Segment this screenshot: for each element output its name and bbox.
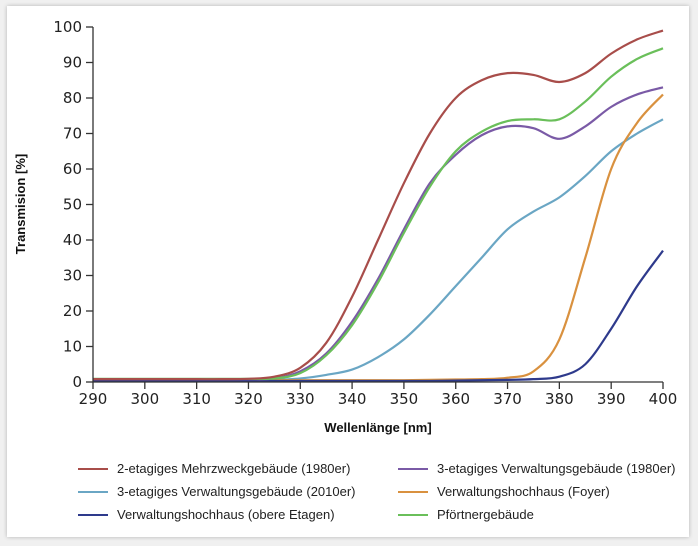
x-tick-label: 300 — [130, 390, 159, 408]
x-tick-label: 360 — [441, 390, 470, 408]
series-line-2 — [93, 118, 664, 382]
legend-label: Verwaltungshochhaus (Foyer) — [437, 484, 610, 499]
y-tick-label: 60 — [63, 160, 82, 178]
y-tick-label: 10 — [63, 338, 82, 356]
y-tick-label: 70 — [63, 125, 82, 143]
y-tick-label: 50 — [63, 196, 82, 214]
legend-item: Verwaltungshochhaus (obere Etagen) — [78, 507, 335, 522]
y-tick-label: 80 — [63, 89, 82, 107]
series-line-0 — [92, 29, 664, 381]
legend-label: 3-etagiges Verwaltungsgebäude (2010er) — [117, 484, 356, 499]
x-tick-label: 390 — [597, 390, 626, 408]
legend-swatch — [78, 467, 108, 470]
y-tick-label: 20 — [63, 302, 82, 320]
x-axis-label: Wellenlänge [nm] — [324, 420, 431, 435]
x-tick-label: 340 — [338, 390, 367, 408]
legend-label: Pförtnergebäude — [437, 507, 534, 522]
legend-label: 3-etagiges Verwaltungsgebäude (1980er) — [437, 461, 676, 476]
series-line-1 — [92, 86, 664, 381]
y-tick-label: 90 — [63, 54, 82, 72]
x-tick-label: 400 — [649, 390, 678, 408]
x-tick-label: 290 — [79, 390, 108, 408]
series-line-4 — [92, 250, 664, 383]
legend-item: 3-etagiges Verwaltungsgebäude (2010er) — [78, 484, 356, 499]
legend-swatch — [398, 467, 428, 470]
series-layer — [92, 29, 664, 383]
legend-swatch — [398, 490, 428, 493]
legend-item: Verwaltungshochhaus (Foyer) — [398, 484, 610, 499]
x-tick-label: 380 — [545, 390, 574, 408]
legend-swatch — [78, 490, 108, 493]
series-line-5 — [92, 47, 664, 381]
legend-swatch — [78, 513, 108, 516]
x-tick-label: 370 — [493, 390, 522, 408]
y-tick-label: 100 — [53, 18, 82, 36]
legend-item: 3-etagiges Verwaltungsgebäude (1980er) — [398, 461, 676, 476]
y-tick-label: 0 — [72, 373, 82, 391]
axes-layer: 0 10 20 30 40 50 60 70 80 90 100 290 300 310 320 330 340… — [53, 18, 677, 408]
chart-card — [7, 6, 689, 537]
x-tick-label: 310 — [182, 390, 211, 408]
x-tick-label: 330 — [286, 390, 315, 408]
y-axis-label: Transmision [%] — [13, 154, 28, 254]
legend-swatch — [398, 513, 428, 516]
legend-item: 2-etagiges Mehrzweckgebäude (1980er) — [78, 461, 350, 476]
legend-label: Verwaltungshochhaus (obere Etagen) — [117, 507, 335, 522]
legend-item: Pförtnergebäude — [398, 507, 534, 522]
x-tick-label: 350 — [390, 390, 419, 408]
y-tick-label: 30 — [63, 267, 82, 285]
legend-label: 2-etagiges Mehrzweckgebäude (1980er) — [117, 461, 351, 476]
x-tick-label: 320 — [234, 390, 263, 408]
y-tick-label: 40 — [63, 231, 82, 249]
